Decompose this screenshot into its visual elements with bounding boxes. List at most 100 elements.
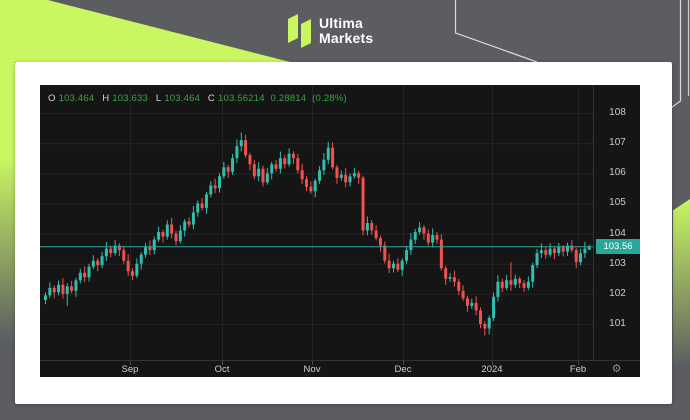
candle-body[interactable] bbox=[239, 140, 243, 147]
candle-body[interactable] bbox=[309, 186, 313, 192]
candle-body[interactable] bbox=[213, 185, 217, 189]
candle-body[interactable] bbox=[313, 180, 317, 192]
candle-body[interactable] bbox=[57, 284, 61, 293]
candle-body[interactable] bbox=[583, 248, 587, 254]
candle-body[interactable] bbox=[74, 280, 78, 291]
candle-body[interactable] bbox=[392, 263, 395, 269]
candle-body[interactable] bbox=[261, 168, 265, 183]
candle-body[interactable] bbox=[248, 155, 252, 165]
candle-body[interactable] bbox=[322, 159, 326, 171]
candle-body[interactable] bbox=[552, 248, 556, 254]
candle-body[interactable] bbox=[287, 153, 291, 165]
candle-body[interactable] bbox=[357, 173, 361, 178]
candle-body[interactable] bbox=[461, 290, 465, 299]
candle-body[interactable] bbox=[109, 248, 113, 254]
candle-body[interactable] bbox=[191, 212, 195, 225]
candle-body[interactable] bbox=[326, 147, 330, 160]
candle-body[interactable] bbox=[426, 233, 430, 243]
candle-body[interactable] bbox=[544, 250, 548, 255]
candle-body[interactable] bbox=[487, 317, 491, 329]
candle-body[interactable] bbox=[383, 245, 387, 261]
candle-body[interactable] bbox=[335, 167, 339, 178]
candle-body[interactable] bbox=[148, 247, 152, 251]
candle-body[interactable] bbox=[135, 263, 139, 276]
candle-body[interactable] bbox=[518, 278, 522, 284]
candle-body[interactable] bbox=[104, 248, 108, 257]
candle-body[interactable] bbox=[422, 227, 426, 234]
candle-body[interactable] bbox=[113, 245, 117, 254]
candle-body[interactable] bbox=[244, 140, 248, 156]
candle-body[interactable] bbox=[161, 232, 165, 237]
price-axis[interactable]: 108 107 106 105 104 103 102 101 103.56 bbox=[593, 85, 641, 360]
candle-body[interactable] bbox=[557, 247, 561, 254]
candle-body[interactable] bbox=[331, 147, 335, 168]
candle-body[interactable] bbox=[122, 250, 126, 261]
candle-body[interactable] bbox=[252, 164, 256, 177]
candle-body[interactable] bbox=[291, 153, 295, 159]
candle-body[interactable] bbox=[196, 203, 200, 213]
candle-body[interactable] bbox=[96, 260, 100, 266]
candle-body[interactable] bbox=[87, 266, 91, 278]
candle-body[interactable] bbox=[296, 158, 300, 171]
candle-body[interactable] bbox=[574, 250, 578, 263]
candle-body[interactable] bbox=[178, 230, 182, 242]
candle-body[interactable] bbox=[505, 280, 509, 288]
candle-body[interactable] bbox=[439, 239, 443, 269]
candle-body[interactable] bbox=[413, 232, 417, 240]
candle-body[interactable] bbox=[339, 174, 343, 178]
candle-body[interactable] bbox=[65, 286, 69, 294]
candle-body[interactable] bbox=[70, 286, 74, 291]
candle-body[interactable] bbox=[283, 158, 287, 165]
candle-body[interactable] bbox=[231, 158, 235, 172]
candle-body[interactable] bbox=[465, 298, 469, 306]
candle-body[interactable] bbox=[52, 287, 56, 293]
candle-body[interactable] bbox=[344, 174, 348, 183]
candle-body[interactable] bbox=[431, 235, 435, 243]
candle-body[interactable] bbox=[44, 295, 47, 300]
candle-body[interactable] bbox=[204, 194, 208, 208]
candle-body[interactable] bbox=[365, 223, 369, 231]
candle-body[interactable] bbox=[400, 260, 404, 270]
candle-body[interactable] bbox=[170, 224, 174, 234]
candle-body[interactable] bbox=[265, 173, 269, 183]
settings-gear-icon[interactable]: ⚙ bbox=[611, 363, 622, 375]
candle-body[interactable] bbox=[539, 250, 543, 254]
candle-body[interactable] bbox=[48, 287, 52, 296]
candle-body[interactable] bbox=[78, 272, 82, 281]
candlestick-series-svg[interactable] bbox=[40, 85, 593, 360]
candle-body[interactable] bbox=[378, 238, 382, 246]
candle-body[interactable] bbox=[566, 245, 569, 252]
candle-body[interactable] bbox=[83, 272, 87, 278]
candle-body[interactable] bbox=[187, 221, 191, 225]
candle-body[interactable] bbox=[448, 277, 452, 279]
price-chart-plot[interactable]: O 103.464 H 103.633 L 103.464 C 103.56214 0.… bbox=[40, 85, 593, 360]
candle-body[interactable] bbox=[561, 247, 565, 252]
candle-body[interactable] bbox=[144, 247, 148, 255]
candle-body[interactable] bbox=[435, 235, 439, 240]
candle-body[interactable] bbox=[126, 260, 130, 272]
candle-body[interactable] bbox=[457, 281, 461, 291]
time-axis[interactable]: Sep Oct Nov Dec 2024 Feb bbox=[40, 360, 593, 378]
candle-body[interactable] bbox=[152, 239, 156, 251]
candle-body[interactable] bbox=[587, 246, 591, 250]
candle-body[interactable] bbox=[483, 323, 487, 329]
candle-body[interactable] bbox=[405, 250, 409, 261]
candle-body[interactable] bbox=[131, 271, 134, 276]
candle-body[interactable] bbox=[157, 232, 161, 240]
current-price-tag[interactable]: 103.56 bbox=[596, 239, 640, 255]
candle-body[interactable] bbox=[496, 281, 500, 297]
candle-body[interactable] bbox=[183, 221, 187, 231]
candle-body[interactable] bbox=[374, 230, 378, 239]
candle-body[interactable] bbox=[474, 302, 478, 311]
candle-body[interactable] bbox=[479, 310, 482, 324]
candle-body[interactable] bbox=[522, 283, 526, 288]
candle-body[interactable] bbox=[209, 185, 213, 195]
candle-body[interactable] bbox=[444, 268, 448, 279]
candle-body[interactable] bbox=[278, 158, 282, 169]
candle-body[interactable] bbox=[165, 224, 169, 237]
candle-body[interactable] bbox=[500, 281, 504, 288]
candle-body[interactable] bbox=[100, 256, 104, 266]
candle-body[interactable] bbox=[270, 164, 274, 174]
candle-body[interactable] bbox=[200, 203, 204, 208]
candle-body[interactable] bbox=[535, 253, 539, 266]
